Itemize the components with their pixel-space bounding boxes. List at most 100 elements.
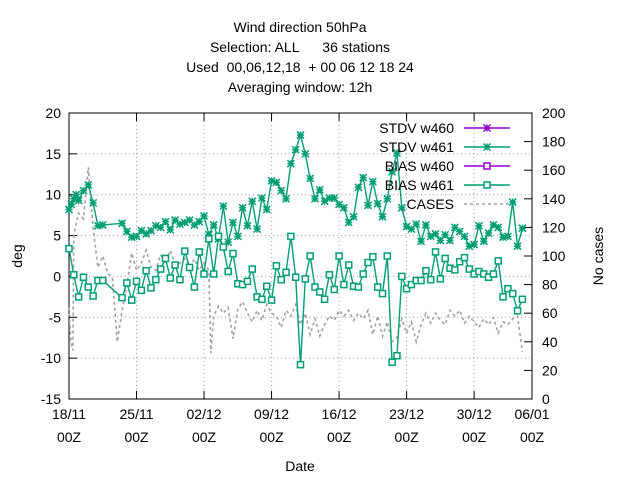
title-line-1: Wind direction 50hPa: [233, 19, 366, 35]
y2-axis-label: No cases: [590, 227, 606, 285]
data-point-stdv-w461: [233, 232, 242, 241]
x-tick-label-date: 02/12: [187, 406, 222, 422]
y2-tick-label: 160: [542, 162, 566, 178]
data-point-bias-w461: [127, 296, 136, 304]
data-point-stdv-w461: [166, 225, 175, 234]
data-point-stdv-w461: [412, 220, 421, 229]
data-point-bias-w461: [65, 244, 73, 253]
y2-tick-label: 140: [542, 191, 566, 207]
data-point-bias-w461: [393, 351, 401, 360]
data-point-bias-w461: [214, 232, 223, 241]
data-point-stdv-w461: [359, 173, 368, 182]
y2-tick-label: 120: [542, 219, 566, 235]
x-tick-label-hour: 00Z: [462, 429, 487, 445]
plot-frame: [68, 112, 533, 400]
x-tick-label-hour: 00Z: [57, 429, 82, 445]
data-point-bias-w461: [513, 306, 522, 315]
data-point-stdv-w461: [330, 193, 339, 203]
data-point-bias-w461: [171, 261, 179, 269]
data-point-bias-w461: [340, 280, 348, 289]
data-point-stdv-w461: [248, 197, 257, 206]
data-point-stdv-w461: [460, 232, 469, 241]
data-point-stdv-w461: [450, 223, 459, 232]
x-tick-label-hour: 00Z: [327, 429, 352, 445]
y2-tick-label: 100: [542, 248, 566, 264]
data-point-stdv-w461: [272, 178, 281, 187]
data-point-stdv-w461: [421, 220, 430, 229]
plot-area: [64, 131, 527, 369]
data-point-bias-w461: [209, 270, 218, 278]
x-tick-label-date: 23/12: [389, 406, 424, 422]
data-point-stdv-w461: [335, 200, 344, 209]
x-axis-label: Date: [285, 458, 315, 474]
data-point-stdv-w461: [417, 237, 426, 246]
x-tick-label-hour: 00Z: [395, 429, 420, 445]
y-tick-label: -15: [41, 391, 61, 407]
data-point-bias-w461: [373, 283, 382, 291]
data-point-stdv-w461: [301, 149, 310, 158]
data-point-bias-w461: [282, 268, 290, 277]
data-point-stdv-w461: [310, 194, 319, 203]
data-point-bias-w461: [219, 243, 228, 251]
data-point-bias-w461: [426, 275, 435, 284]
data-point-bias-w461: [436, 275, 445, 283]
data-point-stdv-w461: [257, 193, 266, 203]
data-point-bias-w461: [74, 293, 83, 301]
y-tick-label: 0: [53, 268, 61, 284]
data-point-stdv-w461: [383, 194, 392, 203]
data-point-bias-w461: [258, 295, 266, 304]
y-tick-label: 15: [45, 146, 61, 162]
data-point-bias-w461: [494, 257, 502, 265]
data-point-stdv-w461: [98, 220, 107, 229]
data-point-bias-w461: [489, 270, 498, 278]
data-point-bias-w461: [354, 283, 363, 291]
data-point-bias-w461: [388, 358, 396, 366]
data-point-stdv-w461: [253, 225, 262, 234]
x-tick-label-date: 18/11: [52, 406, 86, 422]
data-point-stdv-w461: [368, 177, 377, 186]
title-line-4: Averaging window: 12h: [228, 79, 373, 95]
legend-label-stdv-w460: STDV w460: [379, 120, 454, 136]
x-tick-label-hour: 00Z: [192, 429, 217, 445]
legend-marker-bias-w461: [483, 181, 491, 189]
data-point-bias-w461: [431, 248, 440, 256]
data-point-stdv-w461: [315, 185, 324, 194]
data-point-stdv-w461: [277, 186, 286, 195]
data-point-bias-w461: [359, 270, 367, 278]
data-point-bias-w461: [398, 272, 406, 281]
data-point-stdv-w461: [74, 196, 83, 205]
data-point-stdv-w461: [474, 221, 483, 230]
data-point-bias-w461: [296, 360, 305, 369]
data-point-bias-w461: [161, 254, 170, 263]
data-point-stdv-w461: [219, 202, 228, 211]
y2-tick-label: 20: [542, 362, 558, 378]
data-point-bias-w461: [181, 247, 189, 255]
data-point-bias-w461: [190, 283, 199, 291]
data-point-stdv-w461: [296, 131, 305, 140]
y2-tick-label: 60: [542, 305, 558, 321]
y-tick-label: 10: [45, 187, 61, 203]
data-point-bias-w461: [508, 289, 517, 298]
x-tick-label-hour: 00Z: [124, 429, 149, 445]
data-point-bias-w461: [205, 235, 213, 243]
data-point-bias-w461: [369, 253, 377, 261]
data-point-bias-w461: [460, 253, 469, 262]
data-point-bias-w461: [465, 265, 474, 273]
data-point-stdv-w461: [161, 217, 170, 226]
data-point-bias-w461: [99, 276, 107, 285]
legend-marker-bias-w460: [483, 162, 491, 170]
data-point-bias-w461: [417, 276, 425, 285]
y-tick-label: -5: [49, 309, 62, 325]
axes: [68, 112, 533, 400]
data-point-bias-w461: [195, 248, 203, 256]
data-point-bias-w461: [176, 275, 184, 284]
data-point-stdv-w461: [238, 203, 247, 212]
data-point-bias-w461: [147, 284, 155, 292]
legend-label-bias-w460: BIAS w460: [385, 158, 454, 174]
x-tick-label-date: 25/11: [120, 406, 154, 422]
data-point-bias-w461: [79, 273, 88, 281]
data-point-bias-w461: [455, 257, 464, 266]
data-point-bias-w461: [441, 254, 449, 263]
title-line-3: Used 00,06,12,18 + 00 06 12 18 24: [186, 59, 414, 75]
data-point-bias-w461: [320, 295, 329, 304]
